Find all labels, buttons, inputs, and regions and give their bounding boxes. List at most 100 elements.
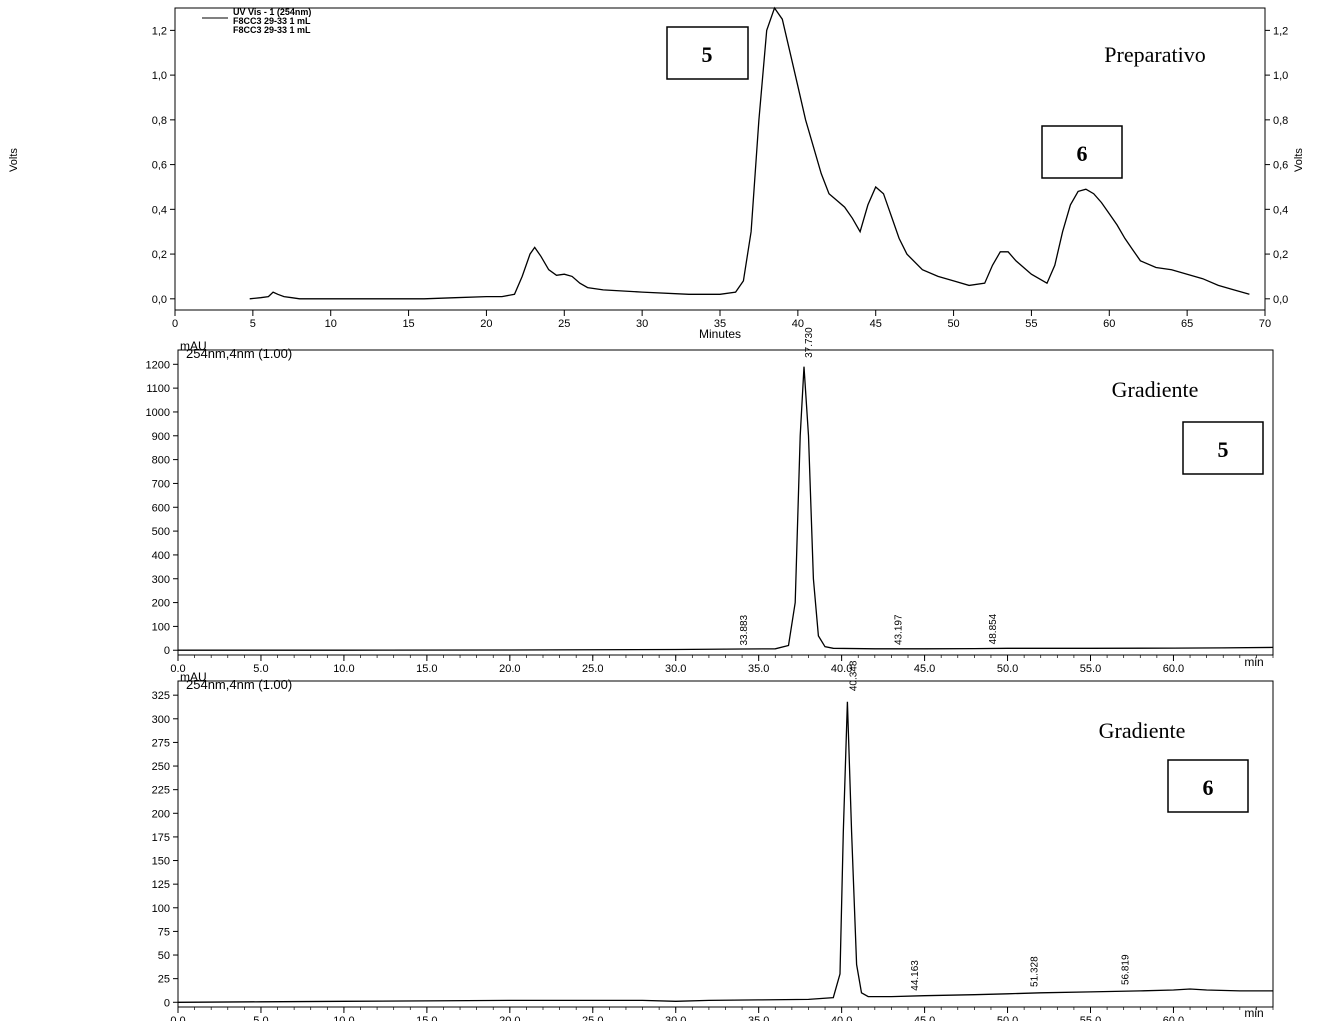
legend-entry: F8CC3 29-33 1 mL (233, 16, 311, 26)
chromatogram-trace (177, 701, 1273, 1003)
svg-text:5: 5 (1218, 437, 1229, 462)
y-tick-label-right: 0,0 (1273, 294, 1288, 306)
y-tick-label: 600 (152, 502, 170, 514)
y-tick-label: 0,8 (152, 115, 167, 127)
y-tick-label: 0,4 (152, 204, 167, 216)
y-tick-label: 500 (152, 526, 170, 538)
x-unit-label: min (1244, 1006, 1263, 1020)
y-tick-label: 0 (164, 645, 170, 657)
x-tick-label: 10 (325, 318, 337, 330)
y-tick-label: 250 (152, 761, 170, 773)
y-tick-label: 75 (158, 926, 170, 938)
x-tick-label: 55.0 (1080, 663, 1101, 675)
y-tick-label-right: 0,6 (1273, 160, 1288, 172)
y-tick-label: 900 (152, 431, 170, 443)
y-tick-label: 125 (152, 879, 170, 891)
y-tick-label: 50 (158, 950, 170, 962)
x-tick-label: 65 (1181, 318, 1193, 330)
y-tick-label-right: 1,2 (1273, 25, 1288, 37)
x-tick-label: 45.0 (914, 663, 935, 675)
y-tick-label: 300 (152, 574, 170, 586)
svg-text:6: 6 (1077, 141, 1088, 166)
x-axis-label: Minutes (699, 327, 741, 341)
compound-box-6: 6 (1167, 759, 1249, 813)
x-tick-label: 15.0 (416, 663, 437, 675)
chart-preparativo: 0 5 10 15 20 25 30 35 40 45 50 55 60 65 700,0 0,00,2 0,2… (8, 6, 1305, 341)
peak-retention-label: 51.328 (1029, 956, 1040, 987)
y-tick-label: 100 (152, 621, 170, 633)
x-tick-label: 0 (172, 318, 178, 330)
x-tick-label: 60.0 (1163, 663, 1184, 675)
y-tick-label: 1,0 (152, 70, 167, 82)
y-tick-label: 700 (152, 478, 170, 490)
chart-gradiente-5: 0.0 5.0 10.0 15.0 20.0 25.0 30.0 35.0 40.0 45.0 50… (146, 327, 1274, 675)
x-tick-label: 50.0 (997, 1015, 1018, 1021)
y-axis-label-right: Volts (1293, 148, 1305, 172)
y-tick-label: 325 (152, 690, 170, 702)
chart-title: Gradiente (1112, 377, 1199, 402)
y-tick-label: 0,2 (152, 249, 167, 261)
y-tick-label-right: 0,2 (1273, 249, 1288, 261)
y-tick-label: 400 (152, 550, 170, 562)
x-tick-label: 50.0 (997, 663, 1018, 675)
peak-retention-label: 43.197 (893, 614, 904, 645)
x-tick-label: 5 (250, 318, 256, 330)
y-tick-label-right: 0,8 (1273, 115, 1288, 127)
x-tick-label: 60 (1103, 318, 1115, 330)
legend-entry: F8CC3 29-33 1 mL (233, 25, 311, 35)
peak-retention-label: 33.883 (739, 614, 750, 645)
x-tick-label: 10.0 (333, 1015, 354, 1021)
y-tick-label: 300 (152, 714, 170, 726)
detector-header: 254nm,4nm (1.00) (186, 346, 292, 361)
x-tick-label: 20 (480, 318, 492, 330)
x-tick-label: 5.0 (253, 1015, 268, 1021)
x-tick-label: 45 (870, 318, 882, 330)
compound-box-5: 5 (1182, 421, 1264, 475)
x-tick-label: 10.0 (333, 663, 354, 675)
y-tick-label: 0,0 (152, 294, 167, 306)
x-tick-label: 0.0 (170, 1015, 185, 1021)
y-tick-label: 150 (152, 856, 170, 868)
x-tick-label: 20.0 (499, 1015, 520, 1021)
svg-text:6: 6 (1203, 775, 1214, 800)
peak-retention-label: 37.730 (804, 327, 815, 358)
x-tick-label: 20.0 (499, 663, 520, 675)
y-tick-label: 225 (152, 785, 170, 797)
y-tick-label: 275 (152, 737, 170, 749)
x-tick-label: 15 (402, 318, 414, 330)
legend-header: UV Vis - 1 (254nm) (233, 7, 311, 17)
chart-title: Gradiente (1099, 718, 1186, 743)
y-tick-label: 0 (164, 997, 170, 1009)
x-tick-label: 5.0 (253, 663, 268, 675)
x-tick-label: 35 (714, 318, 726, 330)
detector-header: 254nm,4nm (1.00) (186, 677, 292, 692)
y-tick-label: 1000 (146, 407, 170, 419)
y-tick-label: 1100 (146, 383, 170, 395)
x-tick-label: 70 (1259, 318, 1271, 330)
x-tick-label: 35.0 (748, 663, 769, 675)
compound-box-5: 5 (666, 26, 749, 80)
chromatogram-trace (249, 6, 1250, 300)
chart-title: Preparativo (1104, 42, 1205, 67)
x-tick-label: 40 (792, 318, 804, 330)
peak-retention-label: 44.163 (910, 960, 921, 991)
x-tick-label: 35.0 (748, 1015, 769, 1021)
y-unit-label: mAU (180, 670, 207, 684)
chromatogram-trace (178, 366, 1274, 651)
x-tick-label: 55.0 (1080, 1015, 1101, 1021)
x-tick-label: 50 (947, 318, 959, 330)
peak-retention-label: 40.348 (849, 660, 860, 691)
y-tick-label: 200 (152, 808, 170, 820)
x-tick-label: 30.0 (665, 1015, 686, 1021)
plot-frame (177, 349, 1274, 656)
x-tick-label: 30 (636, 318, 648, 330)
chart-gradiente-6: 0.0 5.0 10.0 15.0 20.0 25.0 30.0 35.0 40.0 45.0 50… (152, 660, 1274, 1021)
x-tick-label: 30.0 (665, 663, 686, 675)
y-unit-label: mAU (180, 339, 207, 353)
x-tick-label: 25 (558, 318, 570, 330)
y-tick-label: 25 (158, 974, 170, 986)
x-unit-label: min (1244, 655, 1263, 669)
y-tick-label: 1200 (146, 359, 170, 371)
x-tick-label: 15.0 (416, 1015, 437, 1021)
